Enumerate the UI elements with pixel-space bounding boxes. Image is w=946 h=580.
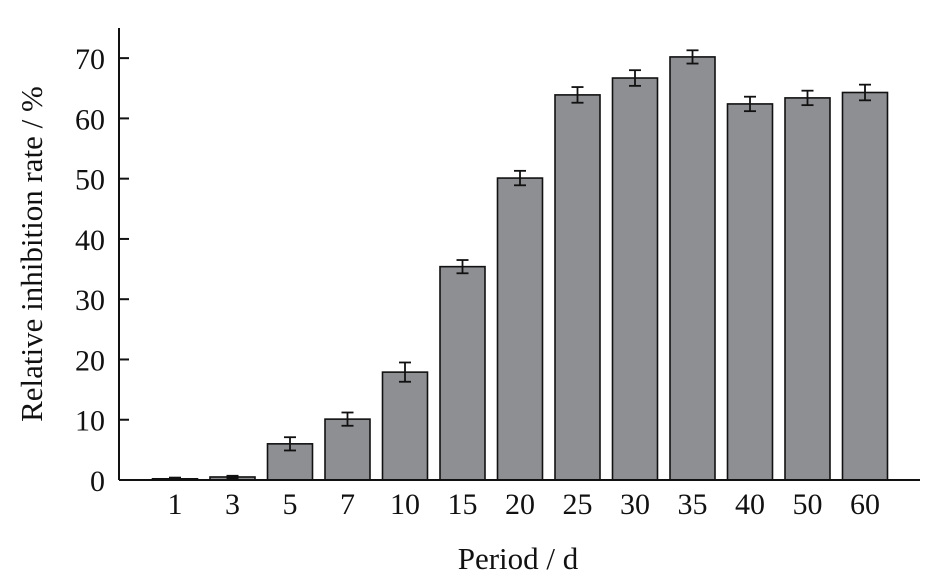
x-tick-label: 60 xyxy=(850,488,880,521)
error-bar xyxy=(226,474,239,480)
bar xyxy=(784,97,831,481)
bar xyxy=(726,103,774,481)
x-tick-label: 50 xyxy=(793,488,823,521)
x-tick-label: 10 xyxy=(390,488,420,521)
x-tick-label: 20 xyxy=(505,488,535,521)
y-axis-title: Relative inhibition rate / % xyxy=(14,86,49,422)
bar xyxy=(611,77,659,481)
y-tick-label: 0 xyxy=(90,465,105,498)
bar xyxy=(439,265,486,481)
bar xyxy=(669,56,716,481)
bar xyxy=(496,177,544,481)
bar xyxy=(324,418,371,481)
x-tick-label: 35 xyxy=(678,488,708,521)
error-bar xyxy=(514,169,526,187)
plot-marks xyxy=(151,49,889,481)
error-bar xyxy=(341,411,354,427)
y-tick-label: 40 xyxy=(75,224,105,257)
error-bar xyxy=(744,95,756,113)
x-tick-label: 7 xyxy=(340,488,355,521)
x-axis-ticks: 1 3 5 7 10 15 20 25 30 35 40 50 60 xyxy=(168,488,881,521)
x-tick-label: 5 xyxy=(283,488,298,521)
error-bar xyxy=(399,361,411,383)
bar xyxy=(381,371,429,481)
y-axis-ticks: 0 10 20 30 40 50 60 70 xyxy=(75,43,129,498)
error-bar xyxy=(629,69,641,87)
x-tick-label: 40 xyxy=(735,488,765,521)
error-bar xyxy=(284,436,296,452)
bar xyxy=(841,91,889,481)
error-bar xyxy=(859,83,871,102)
error-bar xyxy=(801,89,814,107)
error-bar xyxy=(686,49,699,65)
x-tick-label: 1 xyxy=(168,488,183,521)
y-tick-label: 60 xyxy=(75,103,105,136)
error-bar xyxy=(571,86,584,104)
y-tick-label: 50 xyxy=(75,164,105,197)
x-tick-label: 25 xyxy=(563,488,593,521)
x-axis-title: Period / d xyxy=(458,541,579,576)
y-tick-label: 20 xyxy=(75,344,105,377)
y-tick-label: 30 xyxy=(75,284,105,317)
error-bar xyxy=(456,259,469,275)
bar xyxy=(554,94,601,481)
x-tick-label: 15 xyxy=(448,488,478,521)
x-tick-label: 3 xyxy=(225,488,240,521)
y-tick-label: 70 xyxy=(75,43,105,76)
y-tick-label: 10 xyxy=(75,405,105,438)
x-tick-label: 30 xyxy=(620,488,650,521)
